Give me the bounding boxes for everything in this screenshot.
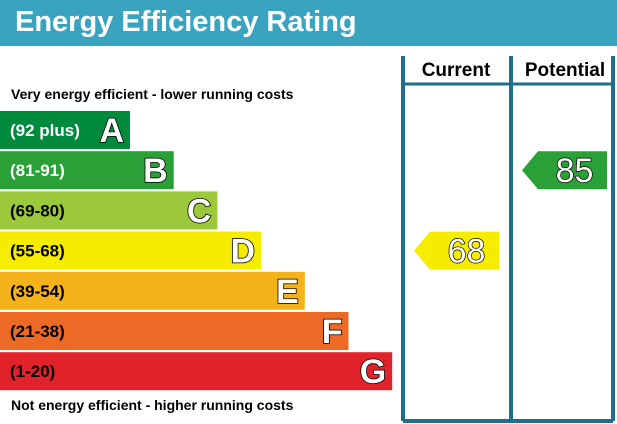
band-range-label: (81-91) <box>10 161 65 180</box>
band-d: (55-68) D <box>0 231 262 271</box>
band-range-label: (39-54) <box>10 282 65 301</box>
band-range-label: (92 plus) <box>10 121 80 140</box>
page-title: Energy Efficiency Rating <box>15 6 357 38</box>
rating-bands: (92 plus) A(81-91) B(69-80) C(55-68) D(39-54… <box>0 111 393 392</box>
band-letter: E <box>276 273 299 311</box>
potential-column-header: Potential <box>525 60 605 81</box>
band-letter: G <box>360 353 386 391</box>
band-bar <box>0 271 305 310</box>
current-rating-arrow: 68 <box>414 231 499 271</box>
band-range-label: (69-80) <box>10 201 65 220</box>
band-e: (39-54) E <box>0 271 305 312</box>
current-rating-arrow-value: 68 <box>448 233 486 271</box>
table-frame <box>401 56 615 423</box>
band-range-label: (1-20) <box>10 362 55 381</box>
band-range-label: (21-38) <box>10 322 65 341</box>
band-bar <box>0 352 393 391</box>
top-note: Very energy efficient - lower running co… <box>11 86 294 102</box>
band-c: (69-80) C <box>0 191 218 231</box>
rating-arrows: 68 85 <box>414 151 607 271</box>
band-letter: F <box>322 313 343 351</box>
current-column-header: Current <box>422 60 491 81</box>
band-b: (81-91) B <box>0 151 174 191</box>
band-bar <box>0 231 262 270</box>
band-a: (92 plus) A <box>0 111 130 151</box>
band-range-label: (55-68) <box>10 242 65 261</box>
band-bar <box>0 191 218 230</box>
band-letter: B <box>143 152 168 190</box>
header-bar: Energy Efficiency Rating <box>0 0 617 46</box>
band-letter: A <box>99 112 124 150</box>
potential-rating-arrow: 85 <box>522 151 607 191</box>
bottom-note: Not energy efficient - higher running co… <box>11 397 294 413</box>
band-bar <box>0 312 349 350</box>
band-f: (21-38) F <box>0 312 349 352</box>
band-bar <box>0 111 130 149</box>
current-rating-arrow-shape <box>414 231 499 270</box>
band-bar <box>0 151 174 190</box>
potential-rating-arrow-shape <box>522 151 607 190</box>
potential-rating-arrow-value: 85 <box>556 152 594 190</box>
band-letter: C <box>187 192 212 230</box>
band-g: (1-20) G <box>0 352 393 392</box>
band-letter: D <box>231 233 256 271</box>
